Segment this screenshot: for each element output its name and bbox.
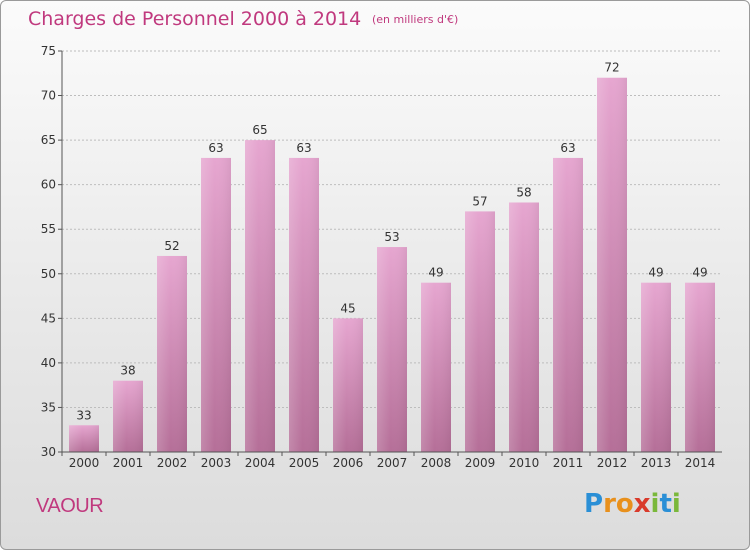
y-tick-label: 45 (41, 311, 56, 325)
x-tick-label: 2003 (201, 456, 232, 470)
y-tick-label: 30 (41, 445, 56, 459)
bar-value-label: 63 (296, 141, 311, 155)
y-tick-label: 60 (41, 178, 56, 192)
bar-highlight (113, 380, 143, 452)
y-tick-label: 75 (41, 44, 56, 58)
logo-letter: o (615, 489, 634, 519)
bar-value-label: 65 (252, 123, 267, 137)
labels: 30 35 40 45 50 55 60 65 70 75 33 2000 38 2001 52 2002 63… (41, 44, 716, 470)
x-tick-label: 2009 (465, 456, 496, 470)
x-tick-label: 2013 (641, 456, 672, 470)
x-tick-label: 2002 (157, 456, 188, 470)
x-tick-label: 2008 (421, 456, 452, 470)
x-tick-label: 2011 (553, 456, 584, 470)
y-tick-label: 35 (41, 400, 56, 414)
x-tick-label: 2006 (333, 456, 364, 470)
chart-title: Charges de Personnel 2000 à 2014 (28, 8, 362, 30)
commune-name: VAOUR (36, 495, 104, 517)
x-tick-label: 2012 (597, 456, 628, 470)
x-tick-label: 2000 (69, 456, 100, 470)
bar-value-label: 52 (164, 239, 179, 253)
y-tick-label: 50 (41, 267, 56, 281)
bar-value-label: 57 (472, 194, 487, 208)
bar-highlight (685, 282, 715, 452)
y-tick-label: 40 (41, 356, 56, 370)
x-tick-label: 2010 (509, 456, 540, 470)
y-tick-label: 65 (41, 133, 56, 147)
logo-letter: r (603, 489, 616, 519)
logo-letter: i (671, 489, 681, 519)
y-tick-label: 55 (41, 222, 56, 236)
bar-value-label: 58 (516, 185, 531, 199)
bar-highlight (289, 157, 319, 452)
bar-highlight (157, 255, 187, 452)
logo-letter: x (633, 489, 651, 519)
bar-highlight (641, 282, 671, 452)
axes (58, 50, 722, 456)
chart-subtitle: (en milliers d'€) (372, 13, 459, 26)
x-tick-label: 2001 (113, 456, 144, 470)
bar-highlight (597, 77, 627, 452)
bar-highlight (377, 247, 407, 452)
x-tick-label: 2005 (289, 456, 320, 470)
bar-highlight (553, 157, 583, 452)
bar-value-label: 33 (76, 408, 91, 422)
bar-value-label: 49 (692, 266, 707, 280)
y-tick-label: 70 (41, 89, 56, 103)
x-tick-label: 2007 (377, 456, 408, 470)
bar-highlight (201, 157, 231, 452)
bar-value-label: 49 (648, 266, 663, 280)
bars (69, 77, 715, 452)
bar-value-label: 38 (120, 364, 135, 378)
bar-value-label: 63 (208, 141, 223, 155)
bar-value-label: 45 (340, 301, 355, 315)
bar-highlight (465, 211, 495, 452)
bar-highlight (421, 282, 451, 452)
x-tick-label: 2014 (685, 456, 716, 470)
bar-highlight (245, 140, 275, 452)
x-tick-label: 2004 (245, 456, 276, 470)
logo-letter: i (650, 489, 660, 519)
bar-highlight (509, 202, 539, 452)
proxiti-logo: Proxiti (584, 489, 681, 519)
bar-highlight (69, 425, 99, 452)
bar-value-label: 53 (384, 230, 399, 244)
bar-value-label: 49 (428, 266, 443, 280)
logo-letter: t (659, 489, 672, 519)
bar-highlight (333, 318, 363, 452)
logo-letter: P (584, 489, 604, 519)
bar-value-label: 72 (604, 61, 619, 75)
bar-value-label: 63 (560, 141, 575, 155)
